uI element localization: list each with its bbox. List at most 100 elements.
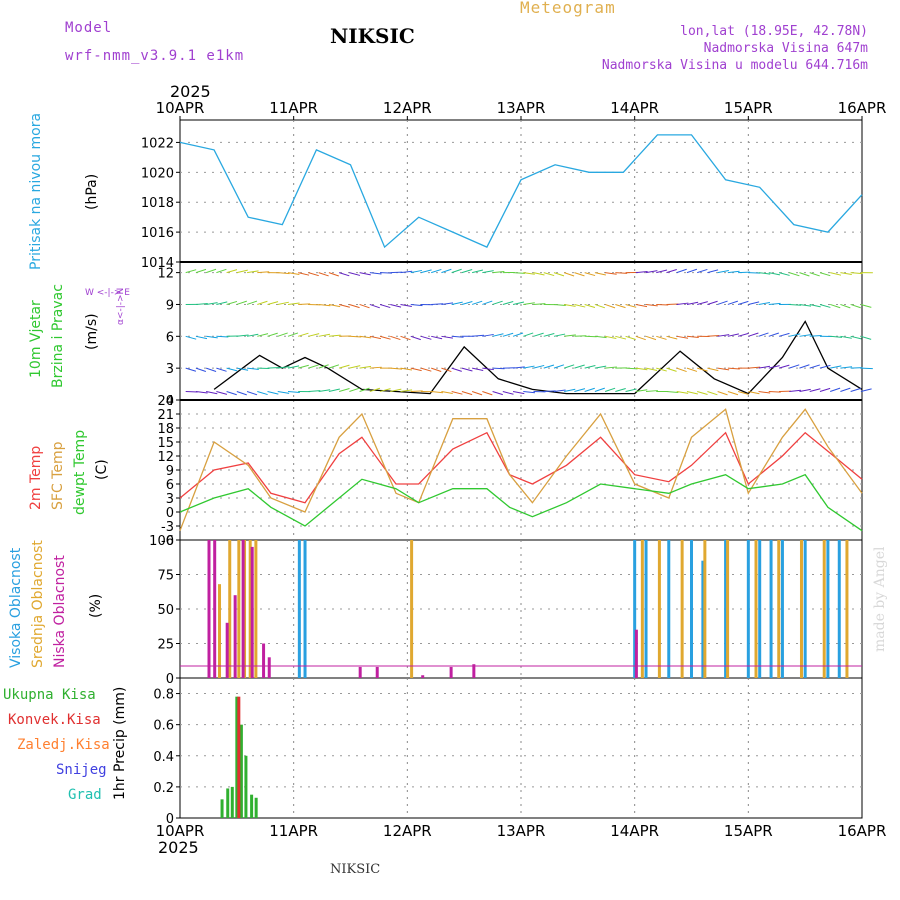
cloud-bar: [218, 584, 222, 678]
precipitation-bar: [235, 696, 239, 818]
wind-barb: [645, 367, 658, 371]
wind-barb: [768, 332, 779, 337]
wind-barb: [553, 333, 566, 337]
wind-barb: [369, 366, 382, 369]
precipitation-ytick-label: 0.2: [153, 781, 174, 796]
wind-barb: [830, 272, 842, 276]
wind-barb: [236, 367, 249, 371]
wind-barb: [420, 335, 432, 340]
wind-barb: [819, 364, 831, 369]
time-label-top: 12APR: [383, 99, 432, 117]
wind-barb: [410, 269, 423, 274]
wind-barb: [185, 335, 197, 340]
temperature-ytick-label: 12: [157, 450, 174, 465]
time-label-top: 10APR: [156, 99, 205, 117]
wind-barb: [472, 269, 484, 274]
wind-barb: [574, 335, 587, 337]
cloud-ytick-label: 75: [157, 569, 174, 584]
wind-barb: [380, 272, 393, 274]
cloud-bar: [254, 540, 258, 678]
wind-barb: [206, 335, 218, 339]
wind-barb: [574, 388, 586, 392]
cloud-bar: [703, 540, 707, 678]
wind-barb: [298, 272, 310, 276]
wind-barb: [789, 389, 802, 393]
cloud-bar: [267, 657, 271, 678]
wind-barb: [574, 303, 586, 308]
wind-barb: [205, 367, 217, 372]
wind-barb: [369, 303, 380, 309]
time-label-bottom: 14APR: [610, 822, 659, 840]
wind-barb: [410, 367, 422, 372]
wind-barb: [748, 366, 761, 369]
wind-barb: [349, 387, 360, 392]
cloud-bar: [754, 540, 758, 678]
wind-barb: [267, 301, 279, 305]
time-label-top: 13APR: [497, 99, 546, 117]
temperature-ytick-label: 21: [157, 408, 174, 423]
cloud-bar: [837, 540, 841, 678]
wind-barb: [308, 333, 320, 337]
precipitation-bar: [254, 797, 258, 818]
wind-barb: [809, 272, 820, 277]
wind-barb: [533, 332, 544, 337]
wind-barb: [605, 272, 617, 275]
wind-barb: [277, 332, 288, 337]
wind-barb: [697, 391, 708, 396]
precipitation-ytick-label: 0.8: [153, 688, 174, 703]
wind-barb: [513, 272, 525, 274]
wind-barb: [247, 367, 259, 370]
temperature-ytick-label: 6: [166, 478, 174, 493]
wind-barb: [789, 303, 802, 306]
wind-barb: [482, 333, 494, 337]
wind-barb: [717, 269, 729, 274]
wind-barb: [799, 364, 810, 369]
pressure-ytick-label: 1018: [141, 196, 174, 211]
wind-barb: [502, 391, 514, 395]
wind-barb: [185, 269, 197, 274]
wind-barb: [400, 270, 413, 274]
wind-barb: [318, 333, 331, 337]
wind-barb: [471, 300, 483, 305]
wind-barb: [502, 332, 514, 337]
wind-barb: [717, 391, 728, 396]
wind-barb: [748, 301, 760, 305]
wind-barb: [533, 272, 545, 276]
wind-barb: [727, 333, 739, 337]
wind-barb: [758, 365, 771, 369]
wind-barb: [390, 388, 402, 392]
wind-series-line: [213, 320, 863, 395]
wind-barb: [697, 367, 708, 372]
wind-barb: [778, 272, 790, 276]
model-value: wrf-nmm_v3.9.1 e1km: [65, 48, 245, 64]
wind-barb: [492, 391, 503, 396]
wind-barb: [277, 366, 290, 369]
cloud-bar: [472, 664, 476, 678]
wind-barb: [656, 367, 667, 372]
wind-barb: [574, 272, 585, 277]
wind-barb: [625, 367, 638, 370]
wind-barb: [461, 269, 473, 274]
wind-barb: [318, 364, 329, 369]
wind-barb: [206, 302, 218, 305]
wind-barb: [564, 303, 576, 307]
wind-barb: [246, 391, 258, 396]
wind-barb: [400, 367, 413, 371]
temperature-ytick-label: 15: [157, 436, 174, 451]
cloud-bar: [680, 540, 684, 678]
wind-barb: [441, 302, 454, 305]
wind-barb: [717, 367, 730, 371]
wind-barb: [441, 268, 452, 274]
time-label-bottom: 11APR: [269, 822, 318, 840]
wind-barb: [236, 391, 247, 396]
wind-barb: [584, 387, 595, 392]
wind-barb: [502, 301, 514, 305]
wind-barb: [553, 272, 565, 277]
time-label-top: 14APR: [610, 99, 659, 117]
cloud-bar: [769, 540, 773, 678]
wind-barb: [410, 335, 421, 341]
wind-barb: [338, 272, 350, 277]
wind-barb: [594, 365, 607, 369]
wind-barb: [349, 272, 361, 276]
